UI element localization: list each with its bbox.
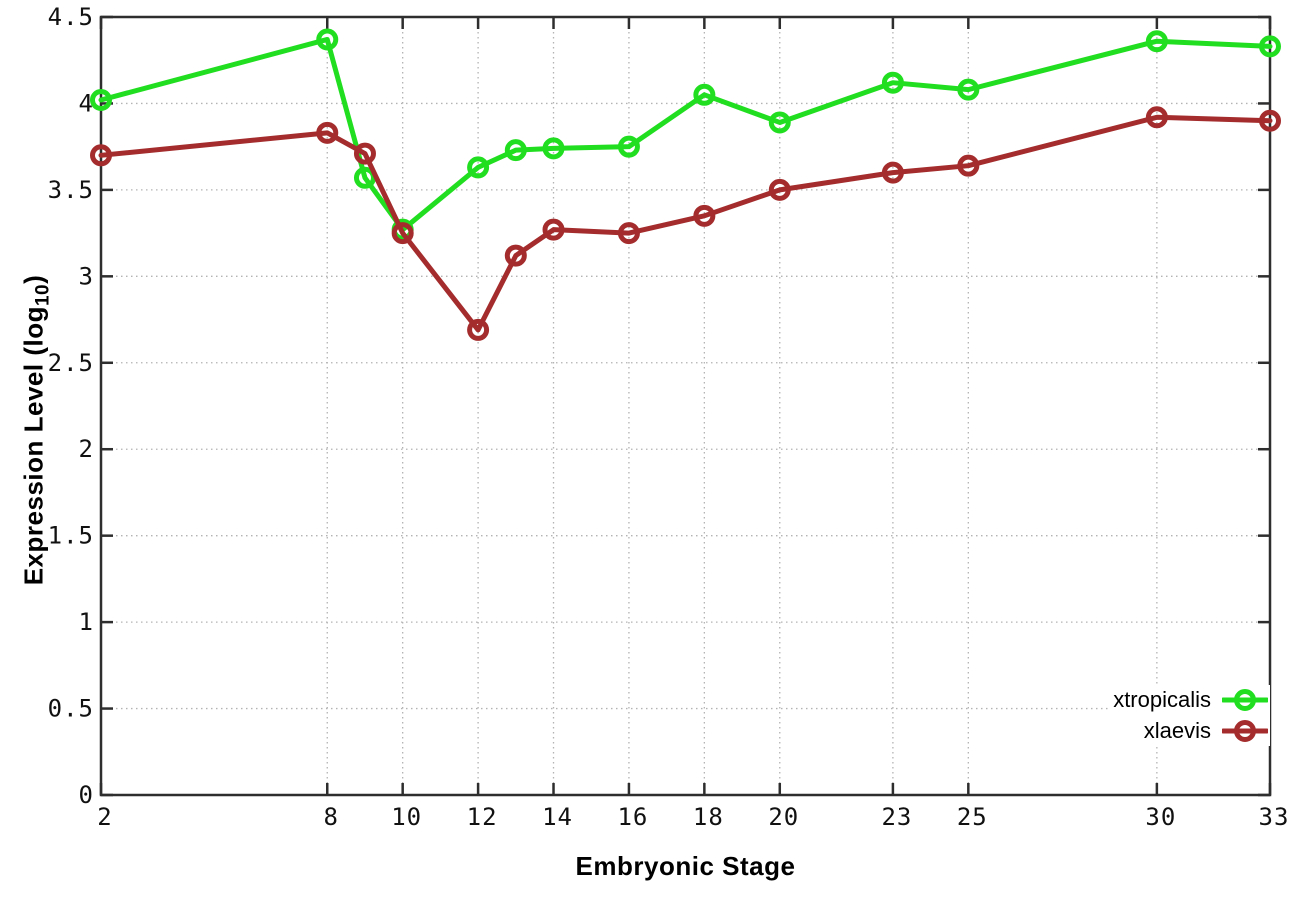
data-point-xlaevis-stage-9 [353,142,376,165]
data-point-xtropicalis-stage-16 [617,135,640,158]
y-axis-title: Expression Level (log10) [18,274,54,586]
x-tick-label: 12 [467,803,498,831]
y-axis-title-subscript: 10 [32,283,54,307]
x-tick-label: 14 [542,803,573,831]
y-tick-label: 3.5 [48,176,94,204]
x-tick-label: 18 [693,803,724,831]
data-point-xlaevis-stage-20 [768,178,791,201]
y-tick-label: 4.5 [48,3,94,31]
x-tick-label: 16 [617,803,648,831]
data-point-xlaevis-stage-18 [693,204,716,227]
data-point-xtropicalis-stage-20 [768,111,791,134]
data-point-xlaevis-stage-2 [90,144,112,167]
data-point-xtropicalis-stage-25 [957,78,980,101]
x-tick-label: 33 [1259,803,1290,831]
legend-label-xtropicalis: xtropicalis [1113,687,1211,712]
data-point-xtropicalis-stage-14 [542,137,565,160]
x-tick-label: 8 [324,803,339,831]
data-point-xlaevis-stage-8 [316,121,339,144]
y-tick-label: 1 [79,608,94,636]
x-tick-label: 10 [391,803,422,831]
data-point-xtropicalis-stage-12 [467,156,490,179]
y-tick-label: 3 [79,262,94,290]
data-point-xlaevis-stage-14 [542,218,565,241]
x-tick-label: 2 [97,803,112,831]
data-point-xlaevis-stage-13 [504,244,527,267]
data-point-xtropicalis-stage-23 [881,71,904,94]
data-point-xtropicalis-stage-8 [316,28,339,51]
y-tick-label: 2.5 [48,349,94,377]
y-tick-label: 1.5 [48,522,94,550]
xlaevis-line-marker-icon [1222,720,1268,742]
data-point-xtropicalis-stage-33 [1259,35,1281,58]
xtropicalis-line-marker-icon [1222,689,1268,711]
legend: xtropicalis xlaevis [1111,685,1270,746]
data-point-xlaevis-stage-16 [617,222,640,245]
y-axis-title-text: Expression Level (log [18,306,49,586]
data-point-xlaevis-stage-10 [391,222,414,245]
series-line-xlaevis [98,114,1273,333]
x-axis-title: Embryonic Stage [575,851,796,881]
data-point-xtropicalis-stage-30 [1145,30,1168,53]
y-axis-title-close: ) [18,274,49,284]
data-point-xtropicalis-stage-9 [353,166,376,189]
data-point-xtropicalis-stage-18 [693,83,716,106]
x-tick-label: 30 [1145,803,1176,831]
legend-item-xlaevis: xlaevis [1113,717,1268,745]
data-point-xlaevis-stage-23 [881,161,904,184]
data-point-xlaevis-stage-25 [957,154,980,177]
legend-label-xlaevis: xlaevis [1143,718,1211,743]
x-tick-label: 23 [881,803,912,831]
data-point-xlaevis-stage-30 [1145,106,1168,129]
y-tick-label: 4 [79,89,94,117]
legend-item-xtropicalis: xtropicalis [1113,686,1268,714]
y-tick-label: 0 [79,781,94,809]
x-tick-label: 20 [768,803,799,831]
data-point-xlaevis-stage-33 [1259,109,1281,132]
plot-border [99,15,1272,797]
data-point-xtropicalis-stage-2 [90,88,112,111]
x-tick-label: 25 [957,803,988,831]
data-point-xtropicalis-stage-13 [504,139,527,162]
y-tick-label: 2 [79,435,94,463]
data-point-xlaevis-stage-12 [467,318,490,341]
y-tick-label: 0.5 [48,695,94,723]
